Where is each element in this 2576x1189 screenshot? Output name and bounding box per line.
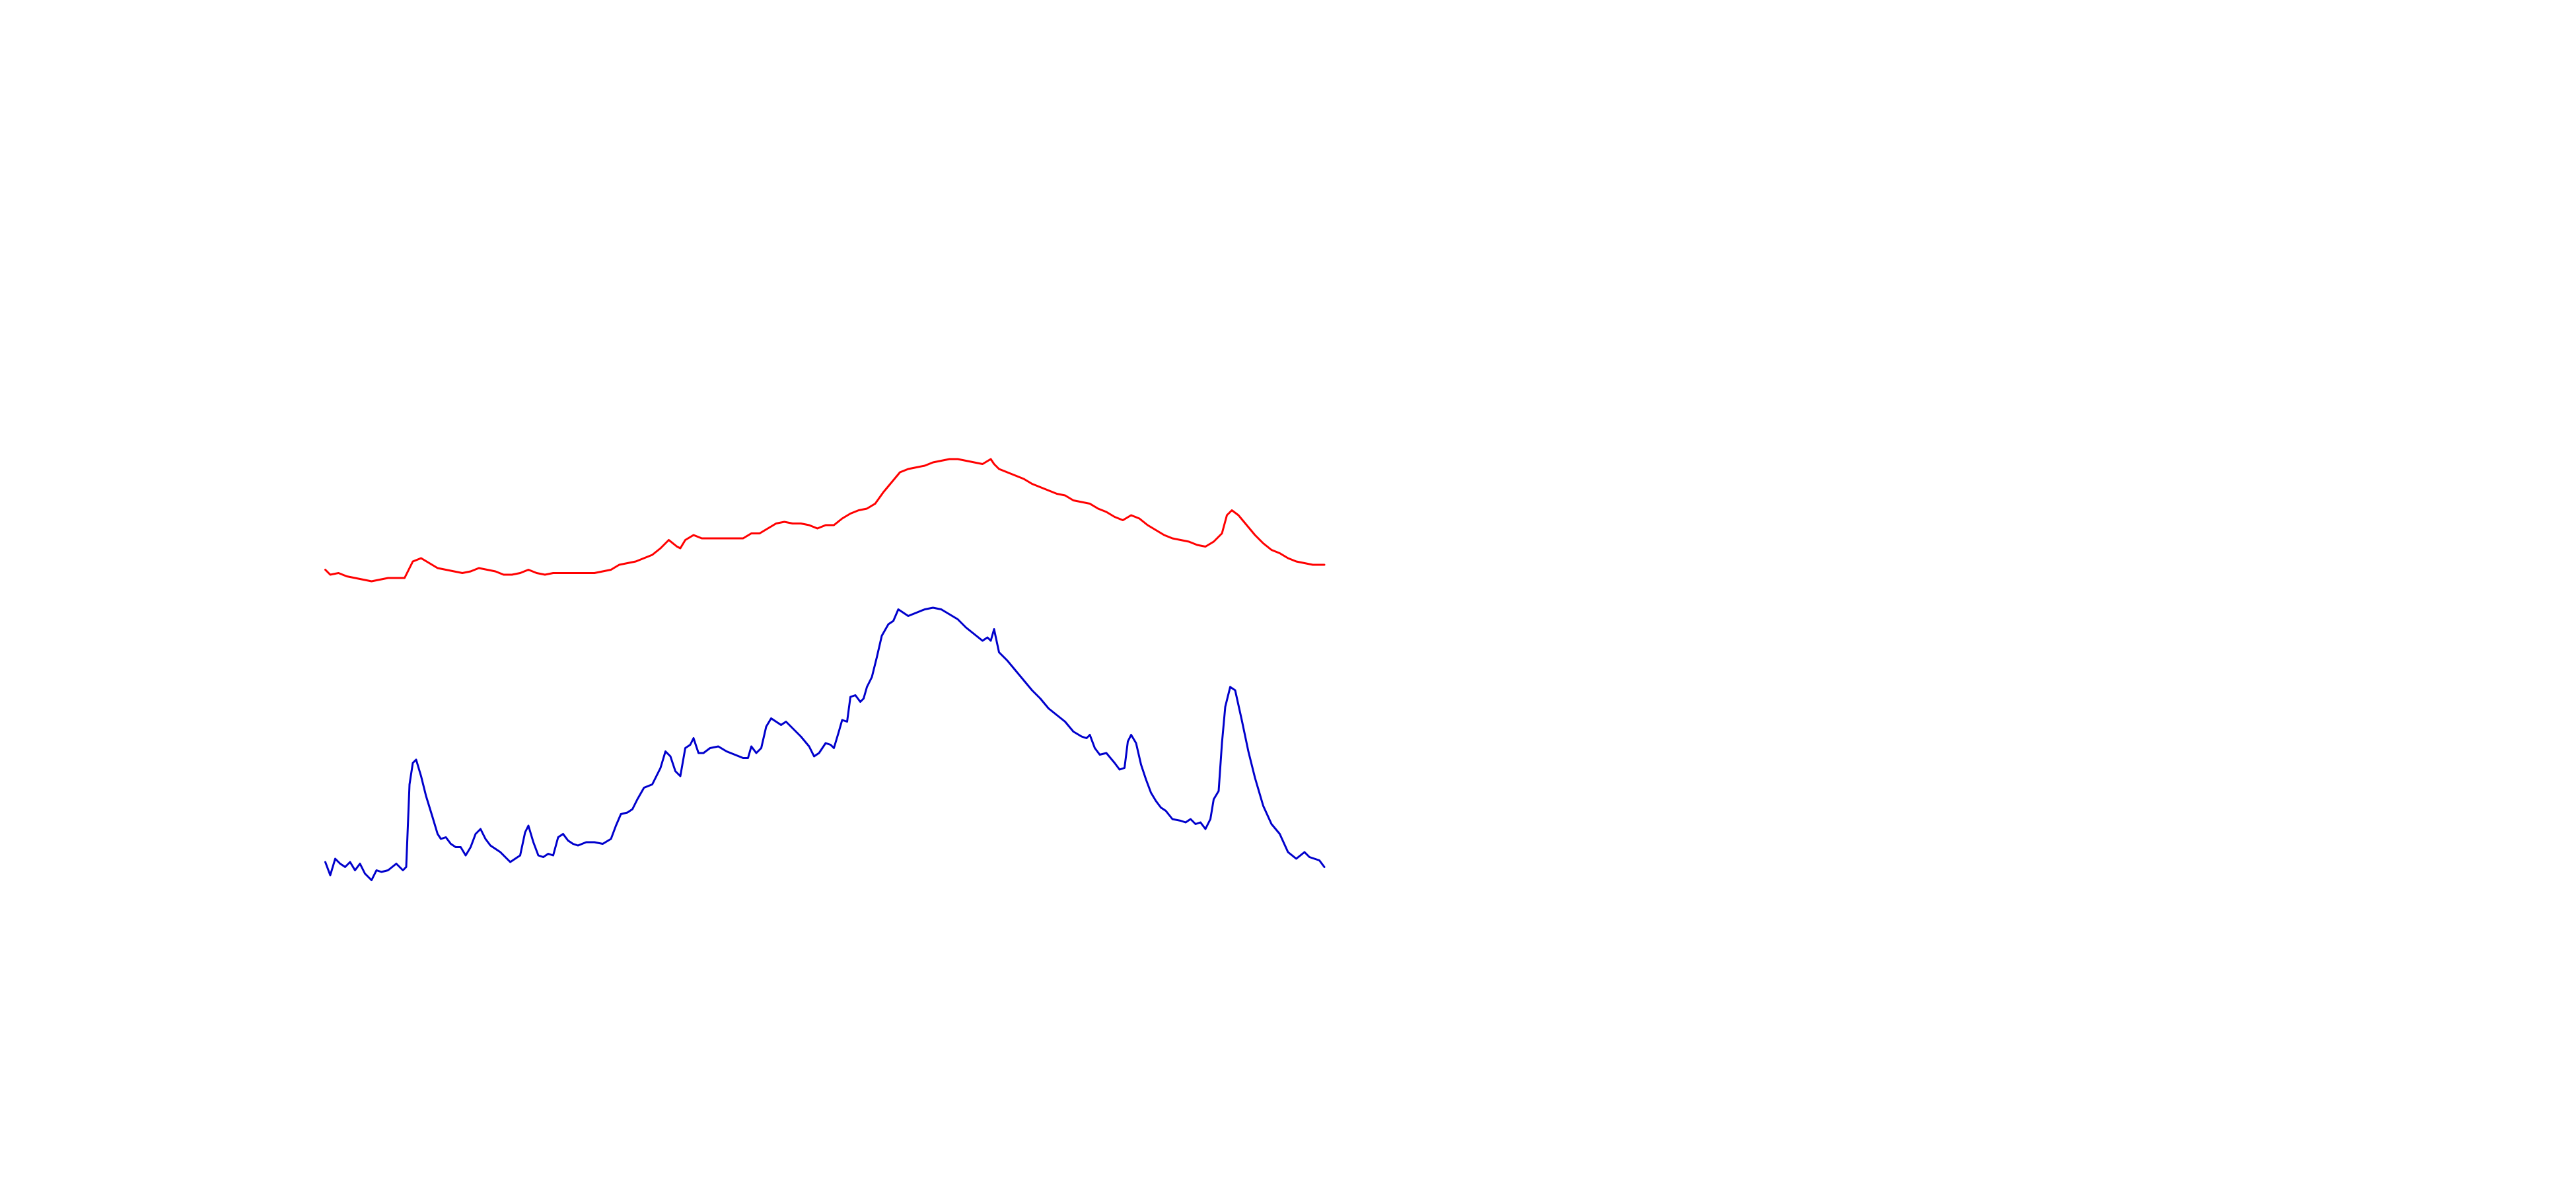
line (324, 606, 1326, 881)
line (324, 458, 1326, 583)
